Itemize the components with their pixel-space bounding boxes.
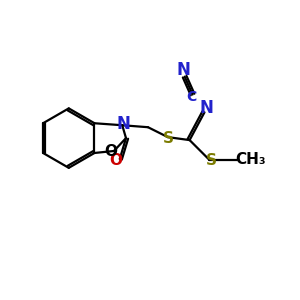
Text: O: O [109, 154, 122, 169]
Text: CH₃: CH₃ [236, 152, 266, 167]
Text: N: N [177, 61, 190, 79]
Text: C: C [187, 91, 197, 104]
Text: N: N [200, 99, 213, 117]
Text: S: S [206, 153, 217, 168]
Text: O: O [104, 145, 117, 160]
Text: N: N [116, 115, 130, 133]
Text: S: S [163, 130, 174, 146]
